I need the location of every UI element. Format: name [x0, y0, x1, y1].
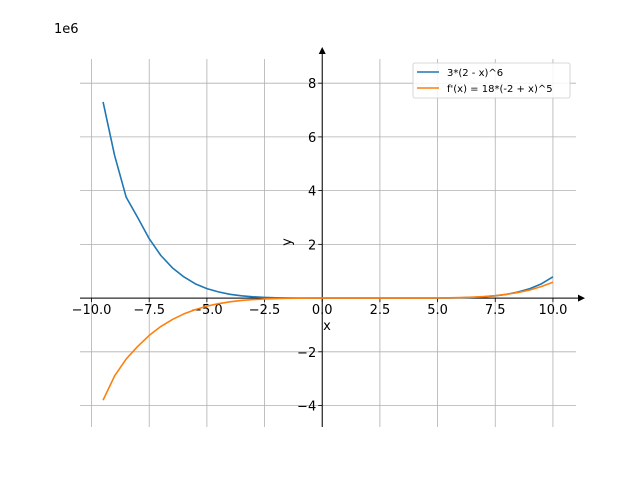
x-tick-label: −10.0 — [72, 303, 112, 318]
x-tick-label: −7.5 — [133, 303, 165, 318]
y-tick-label: 6 — [308, 131, 316, 146]
x-tick-label: 5.0 — [427, 303, 448, 318]
x-tick-label: 0.0 — [312, 303, 333, 318]
y-axis-arrow — [318, 47, 326, 54]
y-tick-label: 4 — [308, 185, 316, 200]
axes — [80, 47, 585, 427]
legend-label: f'(x) = 18*(-2 + x)^5 — [447, 84, 553, 95]
x-axis-label: x — [323, 319, 331, 334]
legend: 3*(2 - x)^6 f'(x) = 18*(-2 + x)^5 — [412, 62, 571, 99]
x-tick-label: 2.5 — [370, 303, 391, 318]
y-axis-label: y — [280, 238, 295, 246]
series-lines — [102, 101, 554, 401]
y-tick-label: −4 — [297, 400, 316, 415]
x-tick-label: −5.0 — [191, 303, 223, 318]
legend-label: 3*(2 - x)^6 — [447, 68, 503, 79]
series-line — [102, 281, 554, 401]
y-tick-label: −2 — [297, 346, 316, 361]
y-tick-label: 2 — [308, 238, 316, 253]
x-tick-label: 7.5 — [485, 303, 506, 318]
x-tick-label: 10.0 — [538, 303, 567, 318]
ticks: −10.0 −7.5 −5.0 −2.5 0.0 2.5 5.0 7.5 10.0 −4 −2 2 4 6… — [72, 77, 568, 414]
y-axis-offset-label: 1e6 — [54, 22, 79, 37]
series-line — [102, 101, 554, 299]
x-tick-label: −2.5 — [249, 303, 281, 318]
grid — [80, 59, 576, 427]
legend-box — [412, 62, 571, 99]
x-axis-arrow — [578, 294, 585, 302]
y-tick-label: 8 — [308, 77, 316, 92]
